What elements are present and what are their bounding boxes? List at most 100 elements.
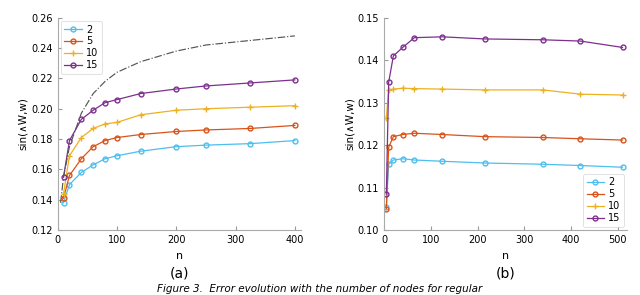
10 (60, 192, 67, 196)
Legend: 2, 5, 10, 15: 2, 5, 10, 15 (61, 21, 102, 74)
15 (60, 175, 67, 179)
10 (383, 116, 390, 119)
15 (383, 192, 390, 196)
15 (113, 98, 121, 101)
5 (539, 136, 547, 139)
Y-axis label: sin(∧W,w): sin(∧W,w) (19, 97, 28, 150)
2 (172, 145, 180, 148)
10 (202, 107, 210, 111)
15 (101, 101, 109, 104)
10 (172, 109, 180, 112)
15 (66, 139, 74, 142)
Line: 2: 2 (61, 138, 298, 205)
15 (619, 46, 627, 49)
15 (77, 118, 85, 121)
2 (246, 142, 254, 145)
2 (383, 205, 390, 209)
Text: Figure 3.  Error evolution with the number of nodes for regular: Figure 3. Error evolution with the numbe… (157, 283, 483, 294)
15 (291, 78, 299, 82)
2 (90, 163, 97, 167)
2 (399, 157, 406, 160)
10 (113, 121, 121, 124)
5 (390, 135, 397, 138)
5 (246, 127, 254, 130)
X-axis label: n: n (175, 250, 183, 260)
15 (137, 92, 145, 95)
10 (577, 92, 584, 96)
10 (137, 113, 145, 117)
10 (101, 122, 109, 126)
10 (90, 127, 97, 130)
2 (60, 201, 67, 204)
5 (383, 207, 390, 211)
5 (291, 124, 299, 127)
X-axis label: n: n (502, 250, 509, 260)
5 (66, 174, 74, 177)
5 (172, 130, 180, 133)
10 (481, 88, 488, 92)
15 (385, 81, 392, 84)
2 (66, 183, 74, 186)
Text: (a): (a) (170, 266, 189, 280)
5 (90, 145, 97, 148)
5 (399, 133, 406, 136)
10 (399, 86, 406, 90)
2 (619, 165, 627, 169)
5 (137, 133, 145, 136)
Line: 5: 5 (384, 131, 625, 211)
5 (77, 157, 85, 160)
10 (385, 88, 392, 92)
5 (101, 139, 109, 142)
10 (291, 104, 299, 107)
2 (411, 158, 419, 162)
5 (202, 128, 210, 132)
15 (246, 81, 254, 85)
5 (619, 138, 627, 142)
10 (411, 87, 419, 90)
Legend: 2, 5, 10, 15: 2, 5, 10, 15 (583, 173, 624, 227)
Line: 2: 2 (384, 156, 625, 209)
15 (172, 87, 180, 91)
10 (539, 88, 547, 92)
2 (481, 161, 488, 165)
2 (438, 160, 446, 163)
5 (438, 133, 446, 136)
2 (77, 171, 85, 174)
Line: 5: 5 (61, 123, 298, 201)
2 (390, 158, 397, 162)
2 (101, 157, 109, 160)
5 (411, 132, 419, 135)
5 (60, 196, 67, 200)
15 (390, 54, 397, 58)
5 (481, 135, 488, 138)
15 (438, 35, 446, 39)
15 (539, 38, 547, 42)
2 (113, 154, 121, 158)
Text: (b): (b) (496, 266, 515, 280)
5 (113, 136, 121, 139)
15 (202, 84, 210, 88)
2 (385, 163, 392, 166)
2 (577, 164, 584, 167)
10 (438, 87, 446, 91)
15 (399, 46, 406, 49)
2 (202, 143, 210, 147)
15 (411, 36, 419, 40)
5 (385, 145, 392, 149)
10 (246, 105, 254, 109)
5 (577, 137, 584, 140)
10 (77, 136, 85, 139)
Line: 15: 15 (384, 35, 625, 196)
10 (66, 154, 74, 158)
Line: 10: 10 (383, 85, 626, 121)
Line: 10: 10 (60, 102, 298, 197)
2 (539, 163, 547, 166)
Y-axis label: sin(∧W,w): sin(∧W,w) (345, 97, 355, 150)
Line: 15: 15 (61, 78, 298, 179)
15 (577, 39, 584, 43)
15 (90, 109, 97, 112)
10 (619, 93, 627, 97)
2 (291, 139, 299, 142)
2 (137, 150, 145, 153)
15 (481, 37, 488, 41)
